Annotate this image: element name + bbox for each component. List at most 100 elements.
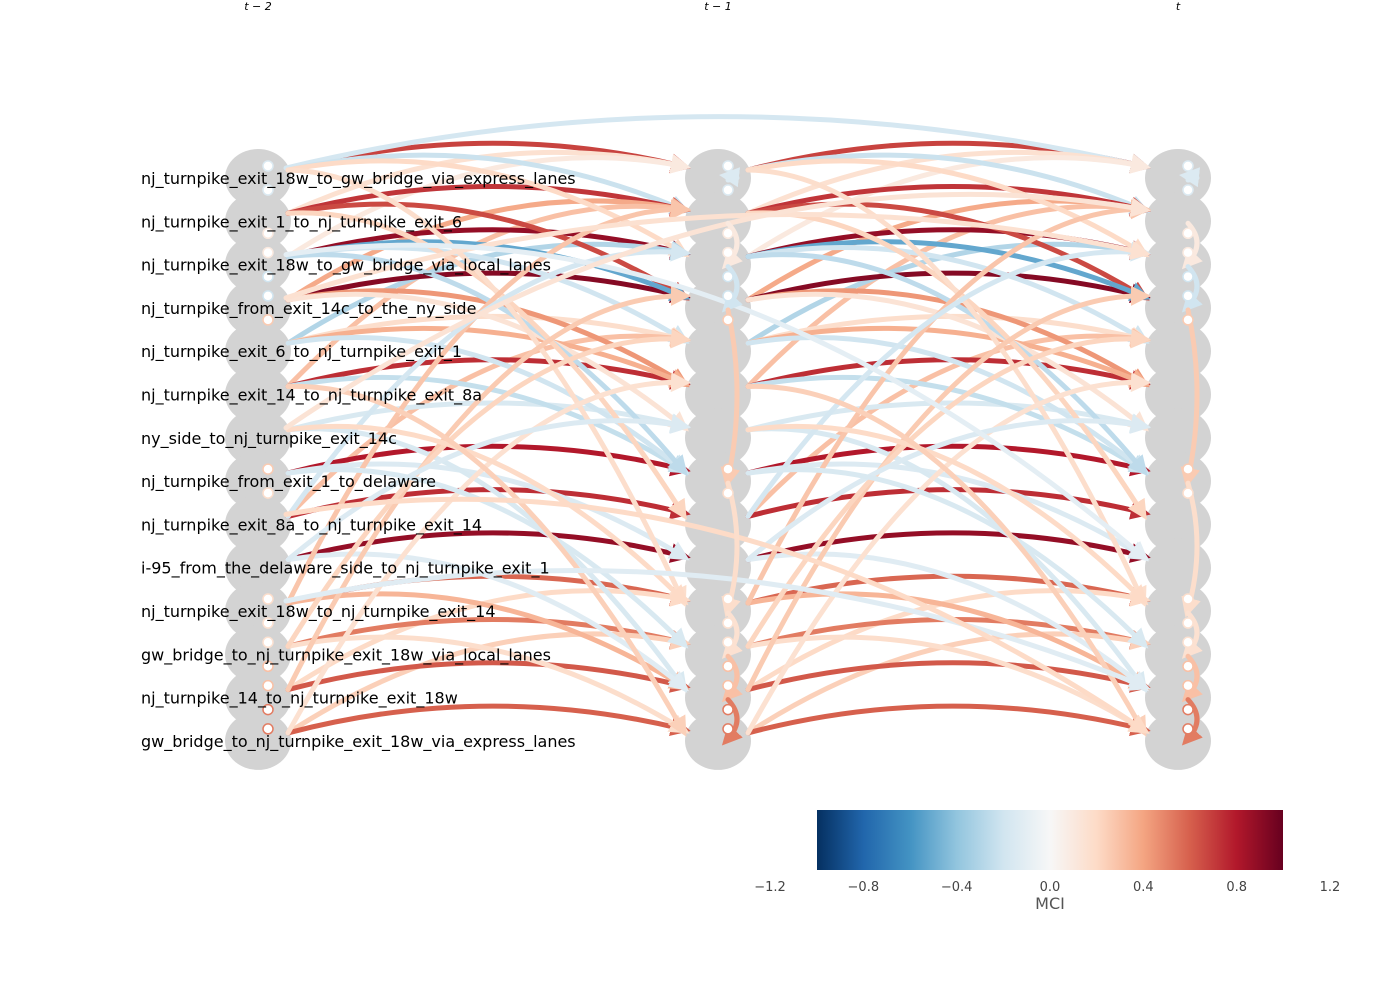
- causal-link: [285, 167, 687, 608]
- variable-node: [225, 192, 291, 251]
- causal-link: [285, 201, 690, 301]
- variable-label: nj_turnpike_exit_18w_to_gw_bridge_via_ex…: [141, 169, 576, 189]
- causal-link: [285, 325, 691, 388]
- link-endpoint-marker: [1182, 703, 1194, 716]
- link-endpoint-marker: [722, 314, 734, 326]
- variable-node: [1145, 149, 1211, 207]
- link-endpoint-marker: [262, 184, 274, 196]
- link-endpoint-marker: [262, 660, 274, 673]
- link-endpoint-marker: [722, 703, 734, 716]
- causal-link: [745, 423, 1149, 606]
- link-endpoint-marker: [262, 617, 274, 629]
- causal-link: [745, 167, 1147, 608]
- link-endpoint-marker: [262, 227, 274, 240]
- link-endpoint-marker: [1182, 679, 1194, 692]
- causal-link: [283, 114, 1151, 174]
- causal-link: [285, 660, 691, 693]
- colorbar-tick-label: 0.0: [1040, 880, 1061, 895]
- causal-link: [1181, 697, 1203, 746]
- link-endpoint-marker: [722, 593, 734, 605]
- variable-node: [225, 495, 291, 554]
- link-endpoint-marker: [1182, 463, 1194, 475]
- causal-link: [285, 617, 691, 650]
- causal-link: [745, 335, 1150, 475]
- causal-link: [285, 426, 688, 693]
- colorbar-ticks: −1.2 −0.8 −0.4 0.0 0.4 0.8 1.2: [754, 880, 1340, 895]
- variable-node: [225, 278, 291, 337]
- variable-node: [225, 668, 291, 727]
- link-endpoint-marker: [722, 290, 734, 302]
- variable-node: [685, 149, 751, 207]
- causal-link: [285, 703, 691, 737]
- colorbar-tick-label: −0.4: [941, 880, 973, 895]
- causal-link: [745, 400, 1151, 433]
- link-endpoint-marker: [1182, 246, 1194, 259]
- causal-link: [745, 201, 1150, 301]
- causal-link: [745, 591, 1150, 691]
- variable-label: gw_bridge_to_nj_turnpike_exit_18w_via_ex…: [141, 732, 576, 752]
- causal-link: [745, 374, 1150, 474]
- variable-label: nj_turnpike_exit_18w_to_nj_turnpike_exit…: [141, 602, 496, 622]
- causal-link: [285, 252, 688, 476]
- causal-link: [283, 191, 1151, 431]
- causal-link: [745, 426, 1148, 693]
- link-endpoint-marker: [1182, 636, 1194, 649]
- causal-link: [285, 414, 691, 563]
- causal-link: [283, 211, 1151, 301]
- causal-link: [285, 328, 691, 649]
- variable-node: [225, 625, 291, 684]
- link-endpoint-marker: [1182, 184, 1194, 196]
- variable-label: nj_turnpike_exit_6_to_nj_turnpike_exit_1: [141, 342, 462, 362]
- link-endpoint-marker: [722, 636, 734, 649]
- variable-label: nj_turnpike_exit_1_to_nj_turnpike_exit_6: [141, 212, 462, 232]
- variable-node: [1145, 711, 1211, 770]
- colorbar-tick-label: 0.4: [1133, 880, 1154, 895]
- causal-link: [285, 461, 690, 561]
- link-endpoint-marker: [1182, 290, 1194, 302]
- links-layer: [262, 114, 1203, 746]
- causal-link: [745, 414, 1151, 563]
- causal-link: [283, 567, 1151, 691]
- causal-link: [285, 530, 691, 563]
- link-endpoint-marker: [722, 679, 734, 692]
- variable-label: ny_side_to_nj_turnpike_exit_14c: [141, 429, 397, 449]
- causal-link: [745, 252, 1148, 476]
- link-endpoint-marker: [1182, 270, 1194, 283]
- causal-link: [721, 220, 743, 270]
- causal-link: [285, 374, 690, 474]
- causal-link: [283, 496, 1150, 734]
- causal-link: [1181, 610, 1203, 659]
- link-endpoint-marker: [722, 270, 734, 283]
- causal-link: [745, 660, 1151, 693]
- causal-link: [283, 242, 1149, 562]
- causal-link: [721, 610, 743, 659]
- variable-label: nj_turnpike_exit_8a_to_nj_turnpike_exit_…: [141, 515, 482, 535]
- variable-node: [225, 365, 291, 424]
- link-endpoint-marker: [262, 160, 274, 172]
- variable-label: nj_turnpike_from_exit_1_to_delaware: [141, 472, 436, 492]
- colorbar: −1.2 −0.8 −0.4 0.0 0.4 0.8 1.2 MCI: [754, 810, 1340, 913]
- link-endpoint-marker: [262, 703, 274, 716]
- colorbar-gradient: [817, 810, 1283, 870]
- variable-node: [685, 711, 751, 770]
- causal-link: [285, 270, 691, 304]
- causal-link: [1181, 220, 1203, 270]
- causal-link: [285, 335, 690, 475]
- variable-label: i-95_from_the_delaware_side_to_nj_turnpi…: [141, 559, 550, 579]
- link-endpoint-marker: [722, 723, 734, 735]
- link-endpoint-marker: [262, 723, 274, 735]
- variable-label: gw_bridge_to_nj_turnpike_exit_18w_via_lo…: [141, 645, 551, 665]
- variable-node: [225, 711, 291, 770]
- causal-link: [285, 443, 691, 477]
- variable-labels: nj_turnpike_exit_18w_to_gw_bridge_via_ex…: [141, 169, 576, 752]
- link-endpoint-marker: [262, 270, 274, 283]
- colorbar-tick-label: −1.2: [754, 880, 786, 895]
- link-endpoint-marker: [262, 463, 274, 475]
- link-endpoint-marker: [722, 227, 734, 240]
- link-endpoint-marker: [1182, 314, 1194, 326]
- causal-link: [745, 443, 1151, 477]
- causal-link: [285, 227, 691, 260]
- causal-link: [285, 423, 689, 606]
- causal-link: [721, 653, 743, 703]
